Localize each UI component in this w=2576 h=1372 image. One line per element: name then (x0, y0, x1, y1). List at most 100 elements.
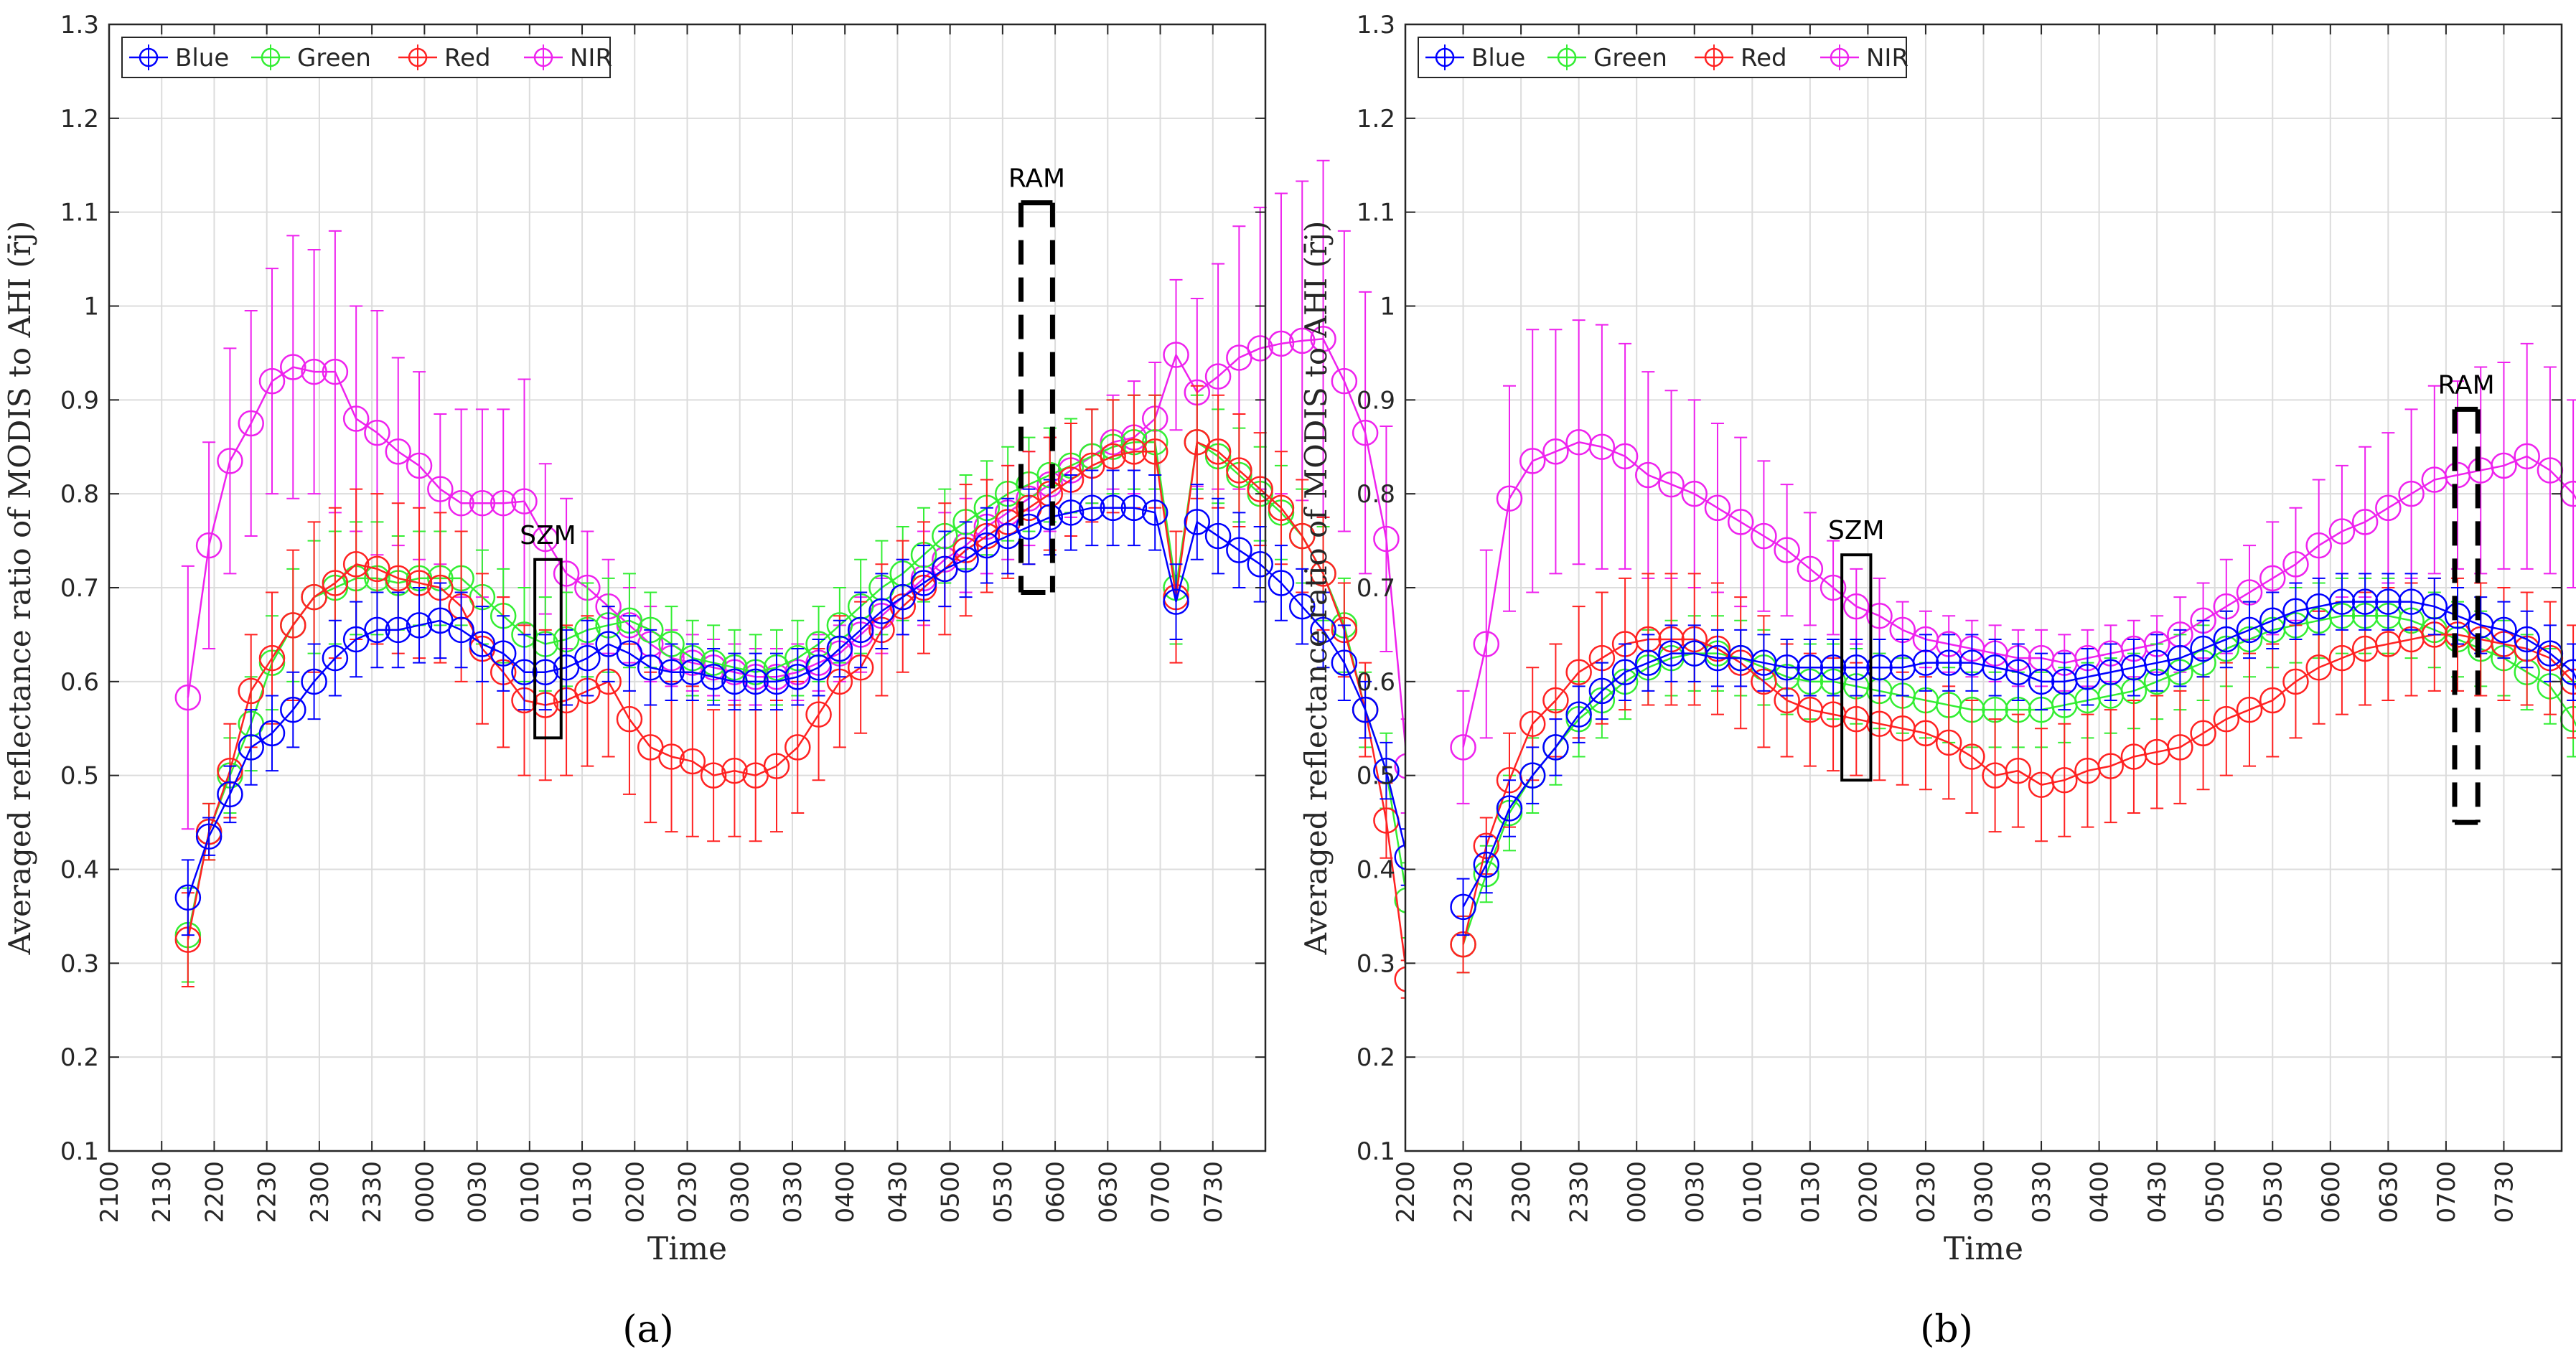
data-point (217, 781, 243, 808)
data-point (700, 762, 727, 789)
data-point (1542, 438, 1569, 465)
data-point (1658, 640, 1685, 667)
data-point (2028, 668, 2055, 695)
data-point (1184, 509, 1211, 535)
legend: Blue Green Red NIR (1418, 37, 1908, 78)
y-axis-label: Averaged reflectance ratio of MODIS to A… (2, 221, 37, 956)
x-tick-label: 2330 (358, 1161, 387, 1223)
data-point (1310, 326, 1336, 352)
data-point (1289, 593, 1316, 620)
data-point (1843, 654, 1870, 681)
data-point (679, 659, 706, 685)
data-point (1751, 522, 1777, 550)
data-point (910, 570, 937, 596)
data-point (1611, 659, 1639, 685)
data-point (448, 616, 474, 644)
y-tick-label: 0.8 (1357, 480, 1395, 509)
x-tick-label: 0300 (1970, 1161, 1999, 1223)
legend-item-red: Red (1695, 44, 1787, 72)
data-point (574, 644, 601, 672)
data-point (342, 551, 370, 578)
data-point (763, 668, 790, 695)
data-point (364, 616, 390, 644)
data-point (721, 668, 748, 695)
data-point (490, 490, 517, 517)
legend-label: Blue (1471, 44, 1525, 72)
series-red (1450, 573, 2576, 974)
x-tick-label: 0330 (779, 1161, 807, 1223)
data-point (2328, 644, 2356, 672)
data-point (1331, 649, 1358, 676)
x-tick-label: 0430 (2143, 1161, 2172, 1223)
data-point (385, 438, 411, 465)
x-axis-label: Time (1944, 1231, 2023, 1267)
data-point (1289, 327, 1316, 354)
y-axis-label: Averaged reflectance ratio of MODIS to A… (1298, 221, 1334, 956)
data-point (1373, 757, 1400, 784)
data-point (784, 734, 811, 761)
data-point (637, 654, 664, 681)
data-point (1331, 367, 1358, 395)
data-point (2351, 509, 2379, 535)
data-point (2259, 687, 2286, 714)
data-point (1704, 644, 1731, 672)
data-point (364, 419, 390, 446)
x-tick-label: 0230 (674, 1161, 703, 1223)
data-point (2328, 588, 2356, 615)
data-point (2236, 696, 2263, 723)
legend-label: Red (444, 44, 491, 72)
x-tick-label: 2130 (148, 1161, 177, 1223)
data-point (2213, 705, 2240, 733)
data-point (1519, 710, 1546, 737)
data-point (532, 659, 559, 685)
data-point (301, 583, 327, 611)
data-point (2375, 494, 2402, 522)
annotation-box (1840, 553, 1873, 782)
legend-item-red: Red (398, 44, 491, 72)
data-point (1866, 654, 1893, 681)
data-point (2282, 551, 2309, 578)
data-point (385, 616, 411, 644)
data-point (406, 612, 433, 639)
data-point (2190, 635, 2216, 662)
data-point (174, 684, 202, 711)
legend-item-nir: NIR (1820, 44, 1908, 72)
data-point (1496, 485, 1523, 512)
y-tick-label: 0.5 (1357, 762, 1395, 791)
data-point (301, 668, 327, 695)
data-point (1204, 522, 1232, 550)
data-point (1204, 438, 1232, 465)
legend-label: Blue (175, 44, 229, 72)
data-point (195, 823, 223, 850)
data-point (658, 743, 685, 770)
data-point (1450, 893, 1476, 921)
data-point (1774, 537, 1800, 563)
data-point (448, 490, 474, 517)
x-tick-label: 0400 (831, 1161, 860, 1223)
data-point (1912, 649, 1939, 676)
data-point (2259, 565, 2286, 592)
x-tick-label: 0030 (464, 1161, 492, 1223)
x-tick-label: 0400 (2086, 1161, 2114, 1223)
legend-label: NIR (570, 44, 612, 72)
data-point (1352, 696, 1379, 723)
y-tick-label: 0.1 (60, 1137, 99, 1166)
data-point (1352, 419, 1379, 446)
x-tick-label: 0330 (2028, 1161, 2056, 1223)
data-point (322, 358, 349, 385)
data-point (1450, 734, 1476, 761)
data-point (658, 659, 685, 685)
data-point (2097, 753, 2124, 779)
data-point (1797, 555, 1824, 583)
x-tick-label: 0130 (568, 1161, 597, 1223)
series-nir (1450, 319, 2576, 804)
data-point (174, 884, 202, 911)
data-point (258, 644, 286, 672)
data-point (1268, 494, 1295, 522)
data-point (1819, 574, 1847, 601)
data-point (280, 612, 306, 639)
data-point (1247, 335, 1273, 362)
data-point (826, 635, 853, 662)
data-point (2236, 616, 2263, 644)
annotation-ram: RAM (1008, 164, 1065, 596)
